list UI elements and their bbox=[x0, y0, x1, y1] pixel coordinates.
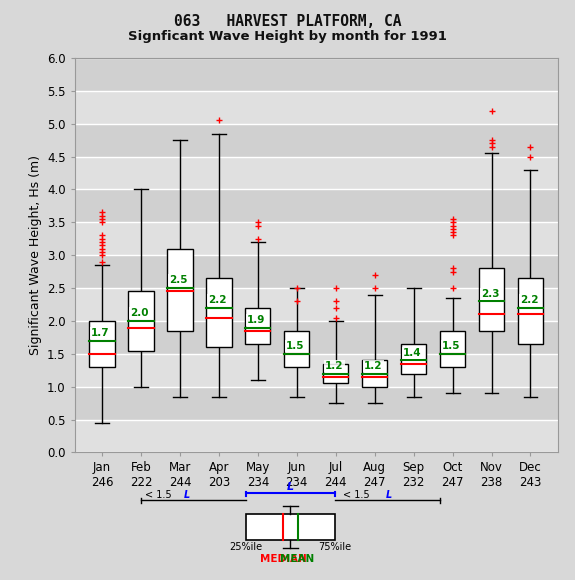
Text: 2.3: 2.3 bbox=[481, 289, 499, 299]
Bar bbox=[75, 91, 558, 124]
Bar bbox=[89, 321, 114, 367]
Bar bbox=[284, 331, 309, 367]
Text: 063   HARVEST PLATFORM, CA: 063 HARVEST PLATFORM, CA bbox=[174, 14, 401, 30]
Text: Signficant Wave Height by month for 1991: Signficant Wave Height by month for 1991 bbox=[128, 30, 447, 43]
Bar bbox=[246, 514, 335, 540]
Bar bbox=[75, 288, 558, 321]
Bar bbox=[167, 249, 193, 331]
Text: 1.2: 1.2 bbox=[364, 361, 382, 371]
Bar bbox=[75, 255, 558, 288]
Bar bbox=[75, 419, 558, 452]
Text: < 1.5: < 1.5 bbox=[145, 490, 174, 500]
Text: 2.5: 2.5 bbox=[169, 276, 187, 285]
Bar bbox=[75, 387, 558, 419]
Text: 1.5: 1.5 bbox=[286, 341, 305, 351]
Text: 2.2: 2.2 bbox=[520, 295, 538, 305]
Text: 1.7: 1.7 bbox=[91, 328, 110, 338]
Bar bbox=[401, 344, 426, 374]
Text: 2.0: 2.0 bbox=[131, 309, 149, 318]
Text: MEAN: MEAN bbox=[281, 553, 315, 564]
Text: L: L bbox=[184, 490, 190, 500]
Bar bbox=[128, 291, 154, 350]
Bar bbox=[518, 278, 543, 344]
Text: L: L bbox=[287, 482, 294, 492]
Bar bbox=[440, 331, 465, 367]
Bar bbox=[245, 308, 270, 344]
Bar bbox=[206, 278, 232, 347]
Bar bbox=[75, 354, 558, 387]
Bar bbox=[75, 321, 558, 354]
Y-axis label: Significant Wave Height, Hs (m): Significant Wave Height, Hs (m) bbox=[29, 155, 41, 355]
Bar bbox=[75, 124, 558, 157]
Text: 75%ile: 75%ile bbox=[319, 542, 352, 552]
Text: 25%ile: 25%ile bbox=[229, 542, 262, 552]
Text: 2.2: 2.2 bbox=[208, 295, 227, 305]
Text: 1.2: 1.2 bbox=[325, 361, 343, 371]
Bar bbox=[75, 157, 558, 190]
Bar bbox=[75, 190, 558, 222]
Bar bbox=[362, 360, 388, 387]
Text: L: L bbox=[386, 490, 392, 500]
Text: 1.9: 1.9 bbox=[247, 315, 266, 325]
Text: 1.4: 1.4 bbox=[403, 348, 421, 358]
Bar bbox=[479, 269, 504, 331]
Bar bbox=[75, 58, 558, 91]
Text: 1.5: 1.5 bbox=[442, 341, 461, 351]
Text: MEDIAN: MEDIAN bbox=[260, 553, 306, 564]
Text: < 1.5: < 1.5 bbox=[343, 490, 373, 500]
Bar bbox=[323, 364, 348, 383]
Bar bbox=[75, 222, 558, 255]
